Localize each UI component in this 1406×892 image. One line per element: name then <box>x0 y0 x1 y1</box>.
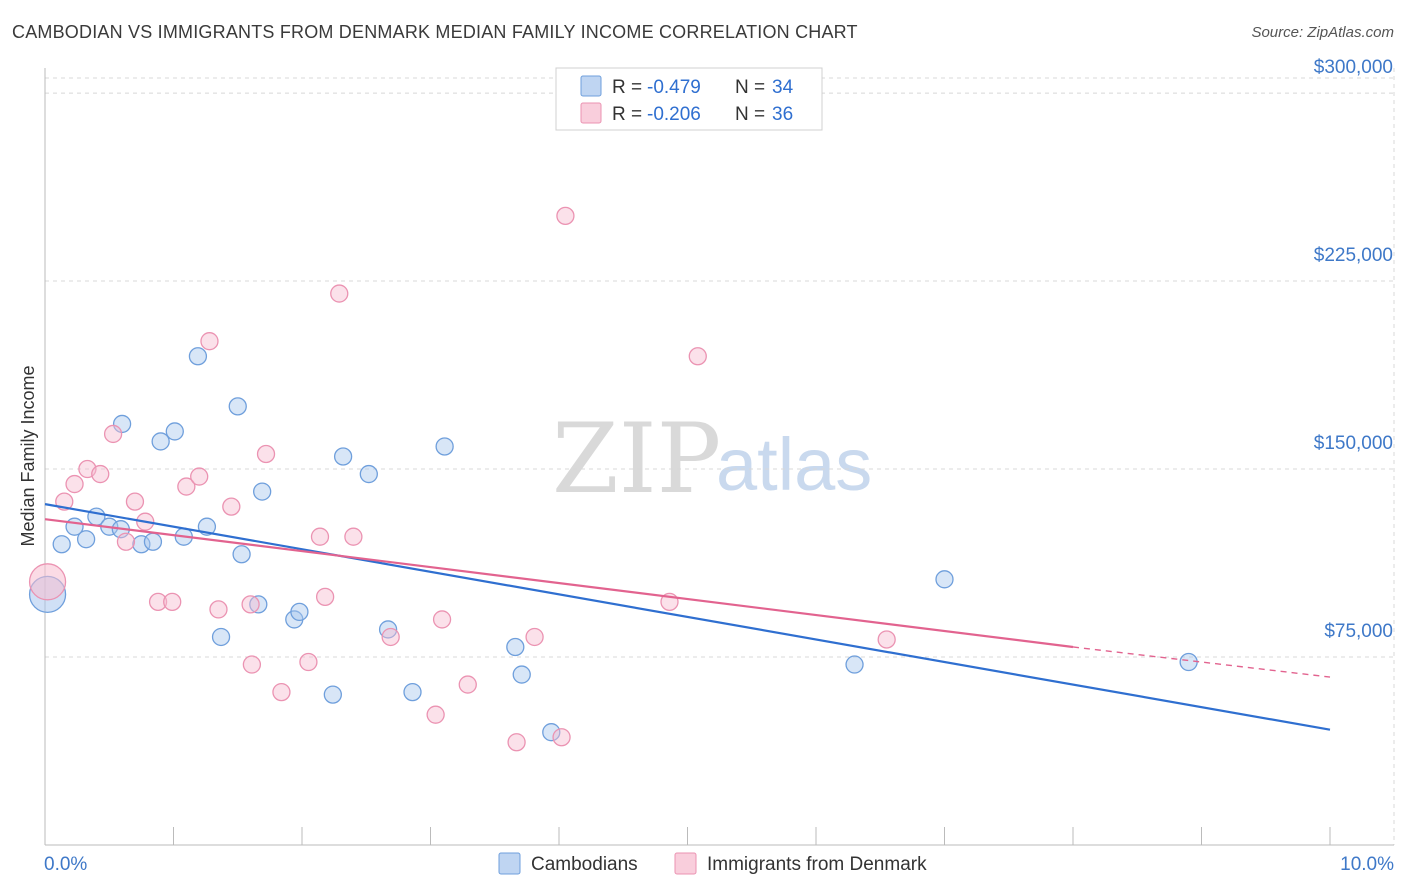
denmark-trend-line <box>44 518 1074 649</box>
legend-label-denmark: Immigrants from Denmark <box>707 854 927 875</box>
denmark-point <box>241 595 260 614</box>
watermark: ZIP atlas <box>552 403 872 515</box>
cambodians-point <box>333 447 353 466</box>
denmark-point <box>552 728 571 747</box>
chart-source: Source: ZipAtlas.com <box>1251 24 1394 41</box>
series-legend: Cambodians Immigrants from Denmark <box>498 852 927 875</box>
denmark-point <box>148 592 168 612</box>
cambodians-point <box>506 637 525 657</box>
cambodians-point <box>165 422 184 441</box>
stats-legend-n-value-0: 34 <box>772 77 794 98</box>
stats-legend-n-label-1: N = <box>735 104 765 125</box>
denmark-point <box>125 492 145 511</box>
stats-legend-r-value-0: -0.479 <box>647 77 701 98</box>
cambodians-point <box>228 397 247 416</box>
denmark-point <box>256 444 276 464</box>
cambodians-point <box>76 530 96 549</box>
cambodians-point <box>143 532 163 551</box>
denmark-point <box>330 284 349 303</box>
denmark-point <box>116 532 136 551</box>
cambodians-point <box>845 655 864 674</box>
denmark-point <box>458 675 477 694</box>
cambodians-point <box>435 437 454 456</box>
cambodians-point <box>542 723 561 742</box>
denmark-point <box>103 424 123 444</box>
stats-legend-r-label-0: R = <box>612 77 642 98</box>
denmark-point <box>877 630 896 649</box>
stats-legend-swatch-cambodians <box>580 75 602 97</box>
x-ticks <box>44 827 1331 845</box>
denmark-point <box>177 477 196 496</box>
legend-swatch-denmark <box>674 852 697 875</box>
denmark-point <box>688 347 707 366</box>
stats-legend-r-label-1: R = <box>612 104 642 125</box>
cambodians-point <box>188 347 208 366</box>
denmark-point <box>344 527 363 546</box>
denmark-point <box>381 627 400 647</box>
denmark-point <box>272 682 291 702</box>
denmark-point <box>190 467 209 486</box>
denmark-point <box>65 474 84 494</box>
y-tick-label: $150,000 <box>1314 433 1393 454</box>
trend-lines <box>44 503 1331 731</box>
chart-title: CAMBODIAN VS IMMIGRANTS FROM DENMARK MED… <box>12 22 858 42</box>
cambodians-point <box>323 685 342 704</box>
axes <box>44 68 1394 846</box>
cambodians-point <box>1179 652 1198 672</box>
watermark-atlas: atlas <box>716 423 872 506</box>
legend-label-cambodians: Cambodians <box>531 854 638 875</box>
cambodians-point <box>211 627 231 647</box>
y-tick-label: $300,000 <box>1314 57 1393 78</box>
stats-legend: R = -0.479 N = 34 R = -0.206 N = 36 <box>555 67 823 131</box>
data-points <box>28 206 1198 752</box>
x-tick-label-min: 0.0% <box>44 854 87 875</box>
denmark-point <box>209 600 228 619</box>
y-tick-label: $225,000 <box>1314 245 1393 266</box>
legend-swatch-cambodians <box>498 852 521 875</box>
stats-legend-swatch-denmark <box>580 102 602 124</box>
denmark-point <box>525 627 544 647</box>
watermark-zip: ZIP <box>552 403 721 515</box>
denmark-point <box>310 527 330 546</box>
denmark-point <box>432 610 452 629</box>
denmark-point <box>426 705 445 724</box>
x-tick-label-max: 10.0% <box>1340 854 1394 875</box>
cambodians-point <box>403 682 422 702</box>
cambodians-point <box>512 665 531 684</box>
denmark-point <box>163 592 182 612</box>
cambodians-point <box>52 535 71 554</box>
denmark-point <box>507 733 526 752</box>
stats-legend-r-value-1: -0.206 <box>647 104 701 125</box>
cambodians-point <box>151 432 170 451</box>
denmark-point <box>200 332 219 351</box>
cambodians-point <box>290 602 309 622</box>
cambodians-trend-line <box>44 503 1331 731</box>
y-tick-label: $75,000 <box>1324 621 1393 642</box>
cambodians-point <box>249 595 268 614</box>
cambodians-point <box>935 570 954 589</box>
cambodians-point <box>132 535 151 554</box>
denmark-point <box>28 563 67 601</box>
cambodians-point <box>253 482 272 501</box>
denmark-point <box>242 655 262 674</box>
denmark-trend-extension <box>1072 646 1331 678</box>
stats-legend-n-value-1: 36 <box>772 104 793 125</box>
denmark-point <box>556 206 575 226</box>
y-tick-labels: $75,000 $150,000 $225,000 $300,000 <box>1314 57 1393 642</box>
stats-legend-n-label-0: N = <box>735 77 765 98</box>
cambodians-point <box>359 464 378 484</box>
denmark-point <box>222 497 241 516</box>
denmark-point <box>91 464 110 484</box>
denmark-point <box>315 587 335 607</box>
cambodians-point <box>232 545 251 564</box>
y-axis-title: Median Family Income <box>18 365 38 546</box>
denmark-point <box>299 652 318 672</box>
